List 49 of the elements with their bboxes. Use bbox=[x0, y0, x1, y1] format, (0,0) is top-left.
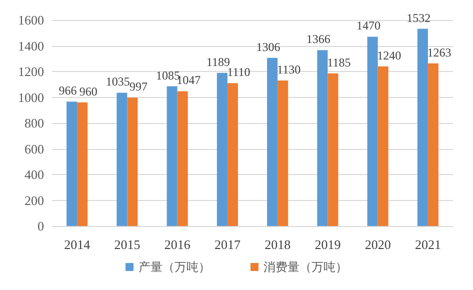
y-tick-label: 800 bbox=[24, 116, 44, 130]
y-tick-label: 1200 bbox=[18, 64, 44, 79]
data-label: 1532 bbox=[406, 10, 431, 25]
bar bbox=[317, 50, 328, 226]
legend-label: 产量（万吨） bbox=[138, 260, 210, 274]
bar bbox=[267, 58, 278, 226]
x-tick-label: 2021 bbox=[414, 237, 441, 252]
y-tick-label: 1600 bbox=[18, 12, 44, 28]
data-label: 1185 bbox=[327, 55, 351, 70]
x-tick-label: 2016 bbox=[164, 237, 191, 252]
data-label: 1306 bbox=[256, 40, 280, 54]
data-label: 960 bbox=[79, 84, 98, 98]
y-tick-label: 1000 bbox=[18, 90, 44, 105]
y-tick-label: 400 bbox=[24, 167, 44, 182]
bar bbox=[177, 91, 188, 226]
bar bbox=[367, 36, 378, 226]
bar bbox=[166, 86, 178, 226]
data-label: 997 bbox=[129, 80, 148, 94]
bar bbox=[77, 102, 88, 226]
data-label: 966 bbox=[58, 84, 77, 98]
bar bbox=[328, 73, 338, 226]
data-label: 1189 bbox=[206, 54, 230, 69]
y-tick-label: 200 bbox=[24, 192, 44, 208]
bar bbox=[127, 98, 138, 226]
y-tick-label: 600 bbox=[24, 141, 44, 156]
bar bbox=[116, 92, 128, 226]
legend-label: 消费量（万吨） bbox=[264, 260, 348, 274]
y-tick-label: 0 bbox=[38, 218, 44, 234]
x-tick-label: 2017 bbox=[214, 237, 241, 252]
bar bbox=[216, 72, 228, 226]
data-label: 1366 bbox=[306, 32, 330, 46]
bar bbox=[378, 66, 388, 226]
data-label: 1110 bbox=[227, 65, 250, 80]
data-label: 1240 bbox=[377, 48, 402, 62]
data-label: 1035 bbox=[106, 74, 130, 89]
bar bbox=[417, 28, 428, 226]
bar bbox=[66, 102, 78, 226]
y-tick-label: 1400 bbox=[18, 38, 44, 54]
bar bbox=[278, 80, 288, 226]
data-label: 1130 bbox=[277, 62, 301, 77]
x-tick-label: 2014 bbox=[64, 237, 91, 252]
bar bbox=[227, 83, 238, 226]
x-tick-label: 2019 bbox=[314, 237, 341, 252]
x-tick-label: 2015 bbox=[114, 237, 140, 252]
x-tick-label: 2018 bbox=[264, 237, 291, 252]
bar bbox=[428, 63, 438, 226]
data-label: 1470 bbox=[356, 18, 381, 33]
data-label: 1263 bbox=[427, 45, 452, 60]
x-tick-label: 2020 bbox=[364, 237, 391, 252]
